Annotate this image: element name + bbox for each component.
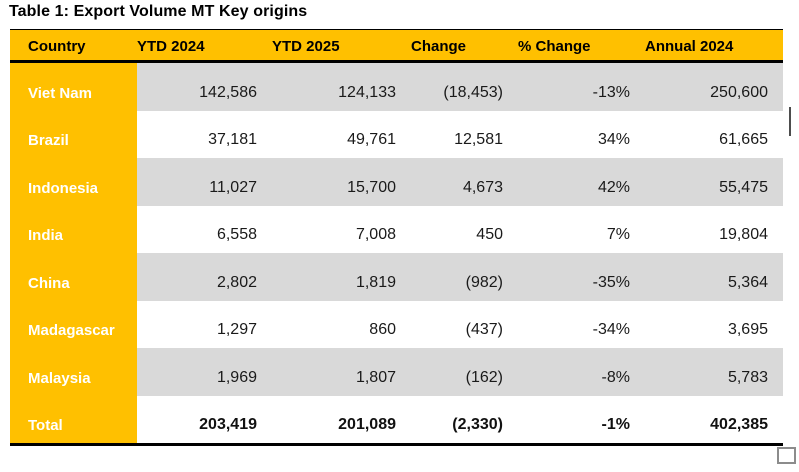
cell-ytd-2024: 2,802 (137, 253, 272, 301)
cell-change: (437) (411, 300, 518, 348)
cell-pct-change: -35% (518, 253, 645, 301)
row-country-label: Indonesia (10, 158, 137, 206)
cell-ytd-2024: 1,297 (137, 300, 272, 348)
resize-handle[interactable] (777, 447, 796, 464)
cell-ytd-2024: 37,181 (137, 110, 272, 158)
cell-pct-change: -8% (518, 348, 645, 396)
cell-change: 12,581 (411, 110, 518, 158)
column-header-pct-change: % Change (518, 37, 591, 55)
table-row-india: India 6,558 7,008 450 7% 19,804 (10, 205, 783, 253)
cell-change: (2,330) (411, 395, 518, 443)
row-country-label: Total (10, 395, 137, 443)
export-volume-table: Country YTD 2024 YTD 2025 Change % Chang… (10, 29, 783, 446)
cell-pct-change: 7% (518, 205, 645, 253)
cell-annual-2024: 19,804 (645, 205, 783, 253)
table-row-china: China 2,802 1,819 (982) -35% 5,364 (10, 253, 783, 301)
table-header-row: Country YTD 2024 YTD 2025 Change % Chang… (10, 29, 783, 60)
row-country-label: Viet Nam (10, 63, 137, 111)
row-country-label: Brazil (10, 110, 137, 158)
table-row-indonesia: Indonesia 11,027 15,700 4,673 42% 55,475 (10, 158, 783, 206)
cell-ytd-2025: 201,089 (272, 395, 411, 443)
cell-ytd-2024: 203,419 (137, 395, 272, 443)
column-header-ytd-2024: YTD 2024 (137, 37, 205, 55)
cell-ytd-2025: 860 (272, 300, 411, 348)
table-row-brazil: Brazil 37,181 49,761 12,581 34% 61,665 (10, 110, 783, 158)
cell-change: (162) (411, 348, 518, 396)
cell-pct-change: 34% (518, 110, 645, 158)
cell-ytd-2025: 1,807 (272, 348, 411, 396)
cell-change: (982) (411, 253, 518, 301)
cell-ytd-2025: 124,133 (272, 63, 411, 111)
row-country-label: Malaysia (10, 348, 137, 396)
cell-ytd-2025: 15,700 (272, 158, 411, 206)
cell-ytd-2024: 1,969 (137, 348, 272, 396)
cell-annual-2024: 250,600 (645, 63, 783, 111)
row-country-label: China (10, 253, 137, 301)
cell-change: 4,673 (411, 158, 518, 206)
cell-pct-change: -34% (518, 300, 645, 348)
cell-pct-change: -1% (518, 395, 645, 443)
cell-ytd-2024: 142,586 (137, 63, 272, 111)
cell-ytd-2025: 1,819 (272, 253, 411, 301)
table-row-malaysia: Malaysia 1,969 1,807 (162) -8% 5,783 (10, 348, 783, 396)
cell-annual-2024: 3,695 (645, 300, 783, 348)
cell-annual-2024: 55,475 (645, 158, 783, 206)
row-country-label: India (10, 205, 137, 253)
cell-ytd-2024: 6,558 (137, 205, 272, 253)
text-cursor (789, 107, 791, 136)
table-row-total: Total 203,419 201,089 (2,330) -1% 402,38… (10, 395, 783, 443)
header-divider (10, 60, 783, 63)
cell-annual-2024: 402,385 (645, 395, 783, 443)
column-header-ytd-2025: YTD 2025 (272, 37, 340, 55)
table-bottom-border (10, 443, 783, 446)
table-title: Table 1: Export Volume MT Key origins (9, 3, 308, 20)
table-row-madagascar: Madagascar 1,297 860 (437) -34% 3,695 (10, 300, 783, 348)
column-header-country: Country (10, 35, 137, 55)
cell-annual-2024: 5,364 (645, 253, 783, 301)
cell-pct-change: 42% (518, 158, 645, 206)
cell-ytd-2025: 49,761 (272, 110, 411, 158)
cell-change: (18,453) (411, 63, 518, 111)
cell-annual-2024: 61,665 (645, 110, 783, 158)
cell-annual-2024: 5,783 (645, 348, 783, 396)
cell-ytd-2025: 7,008 (272, 205, 411, 253)
row-country-label: Madagascar (10, 300, 137, 348)
column-header-annual-2024: Annual 2024 (645, 37, 734, 55)
cell-pct-change: -13% (518, 63, 645, 111)
column-header-change: Change (411, 37, 467, 55)
cell-change: 450 (411, 205, 518, 253)
table-row-viet-nam: Viet Nam 142,586 124,133 (18,453) -13% 2… (10, 63, 783, 111)
cell-ytd-2024: 11,027 (137, 158, 272, 206)
